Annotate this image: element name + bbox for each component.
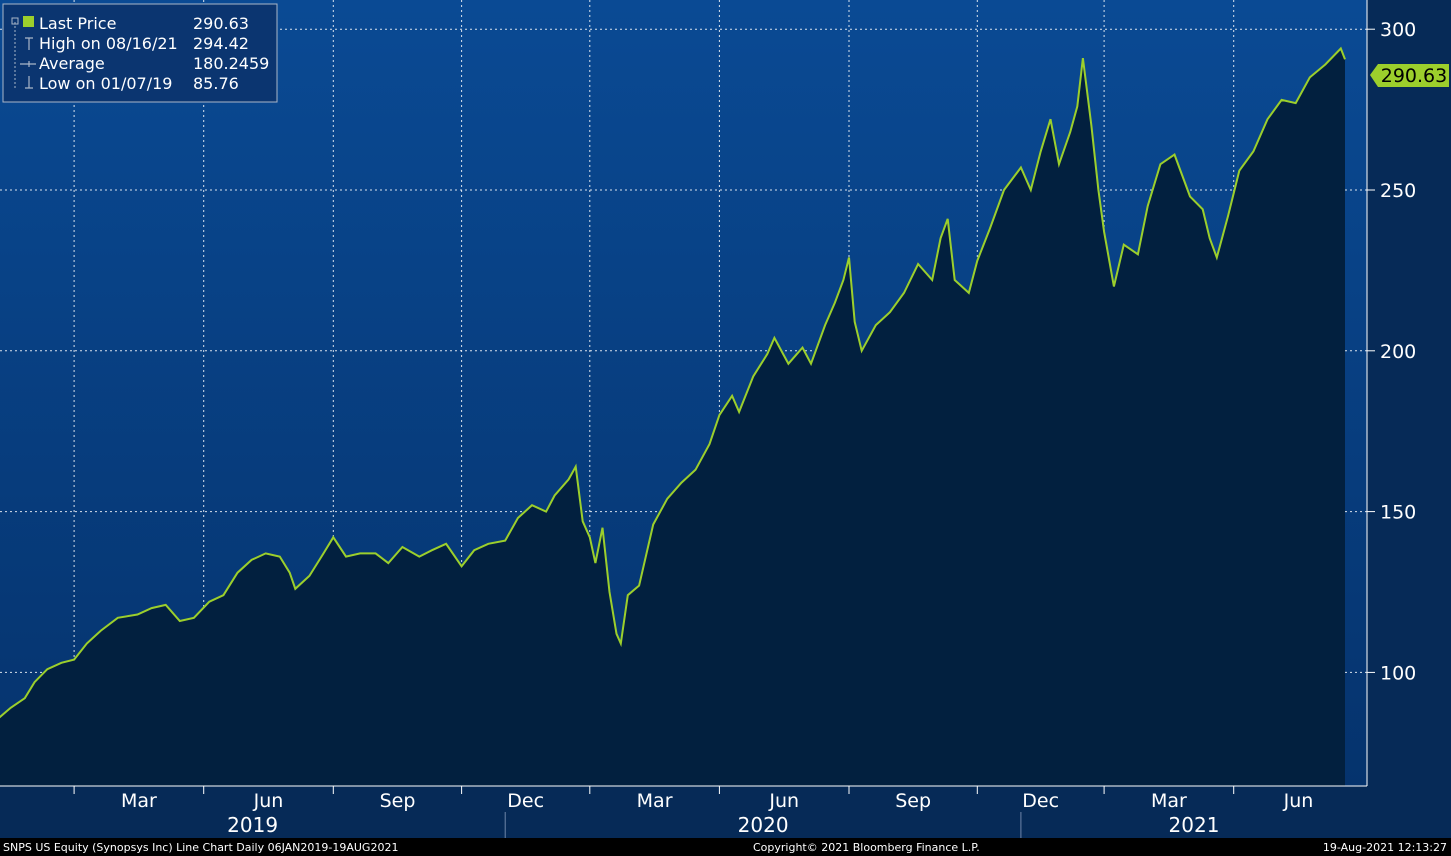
year-label: 2020 bbox=[738, 813, 789, 837]
x-tick-label: Mar bbox=[1151, 790, 1187, 812]
y-tick-label: 100 bbox=[1380, 662, 1416, 684]
collapse-icon[interactable] bbox=[11, 17, 19, 25]
footer-copyright: Copyright© 2021 Bloomberg Finance L.P. bbox=[753, 841, 980, 854]
last-price-square-icon bbox=[23, 16, 34, 27]
legend-value-last-price: 290.63 bbox=[193, 14, 249, 33]
y-axis-ticks: 100 150 200 250 300 bbox=[1367, 19, 1416, 684]
price-tag-shape bbox=[1370, 64, 1449, 87]
last-price-tag: 290.63 bbox=[1370, 64, 1449, 87]
y-tick-label: 300 bbox=[1380, 19, 1416, 41]
y-tick-label: 150 bbox=[1380, 502, 1416, 524]
footer-description: SNPS US Equity (Synopsys Inc) Line Chart… bbox=[3, 841, 398, 854]
legend-value-low: 85.76 bbox=[193, 74, 239, 93]
legend-value-high: 294.42 bbox=[193, 34, 249, 53]
average-marker-icon bbox=[20, 61, 36, 67]
x-tick-label: Sep bbox=[895, 790, 931, 812]
legend-box: Last Price 290.63 High on 08/16/21 294.4… bbox=[2, 3, 278, 103]
price-tag-value: 290.63 bbox=[1381, 65, 1447, 87]
legend-label-high: High on 08/16/21 bbox=[39, 34, 178, 53]
year-label: 2021 bbox=[1169, 813, 1220, 837]
legend-label-average: Average bbox=[39, 54, 105, 73]
footer-timestamp: 19-Aug-2021 12:13:27 bbox=[1323, 841, 1447, 854]
x-tick-label: Dec bbox=[1022, 790, 1059, 812]
x-tick-label: Dec bbox=[507, 790, 544, 812]
y-axis-panel bbox=[1367, 0, 1451, 786]
legend-value-average: 180.2459 bbox=[193, 54, 269, 73]
legend-label-last-price: Last Price bbox=[39, 14, 116, 33]
x-tick-label: Mar bbox=[121, 790, 157, 812]
x-tick-label: Jun bbox=[1283, 790, 1314, 812]
year-labels: 2019 2020 2021 bbox=[227, 812, 1219, 838]
x-axis-ticks: Mar Jun Sep Dec Mar Jun Sep Dec Mar Jun bbox=[73, 786, 1314, 812]
x-tick-label: Jun bbox=[768, 790, 799, 812]
y-tick-label: 200 bbox=[1380, 341, 1416, 363]
price-line bbox=[0, 46, 1346, 719]
footer-panel bbox=[0, 838, 1451, 856]
price-area bbox=[0, 48, 1345, 786]
y-tick-label: 250 bbox=[1380, 180, 1416, 202]
x-axis-panel bbox=[0, 786, 1451, 838]
low-marker-icon bbox=[25, 76, 33, 89]
legend-label-low: Low on 01/07/19 bbox=[39, 74, 172, 93]
year-label: 2019 bbox=[227, 813, 278, 837]
x-tick-label: Mar bbox=[637, 790, 673, 812]
x-tick-label: Sep bbox=[380, 790, 416, 812]
high-marker-icon bbox=[25, 37, 33, 50]
x-tick-label: Jun bbox=[253, 790, 284, 812]
